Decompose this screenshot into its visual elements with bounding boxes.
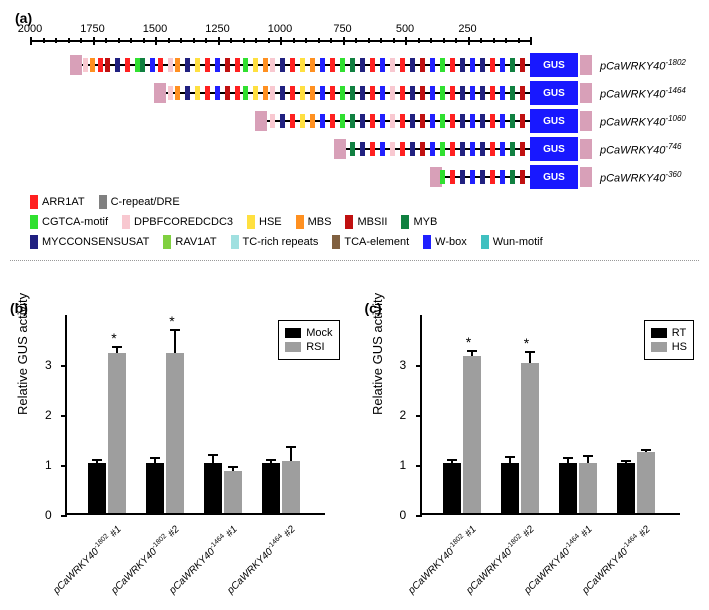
motif-legend: ARR1ATC-repeat/DRECGTCA-motifDPBFCOREDCD… xyxy=(30,195,700,255)
charts-row: (b) 0123**Relative GUS activityMockRSIpC… xyxy=(10,300,699,600)
panel-c: (c) 0123**Relative GUS activityRTHSpCaWR… xyxy=(365,300,700,600)
ruler: 20001750150012501000750500250 xyxy=(30,25,530,45)
divider xyxy=(10,260,699,261)
panel-a: (a) 20001750150012501000750500250 GUSpCa… xyxy=(10,10,699,300)
panel-b: (b) 0123**Relative GUS activityMockRSIpC… xyxy=(10,300,345,600)
